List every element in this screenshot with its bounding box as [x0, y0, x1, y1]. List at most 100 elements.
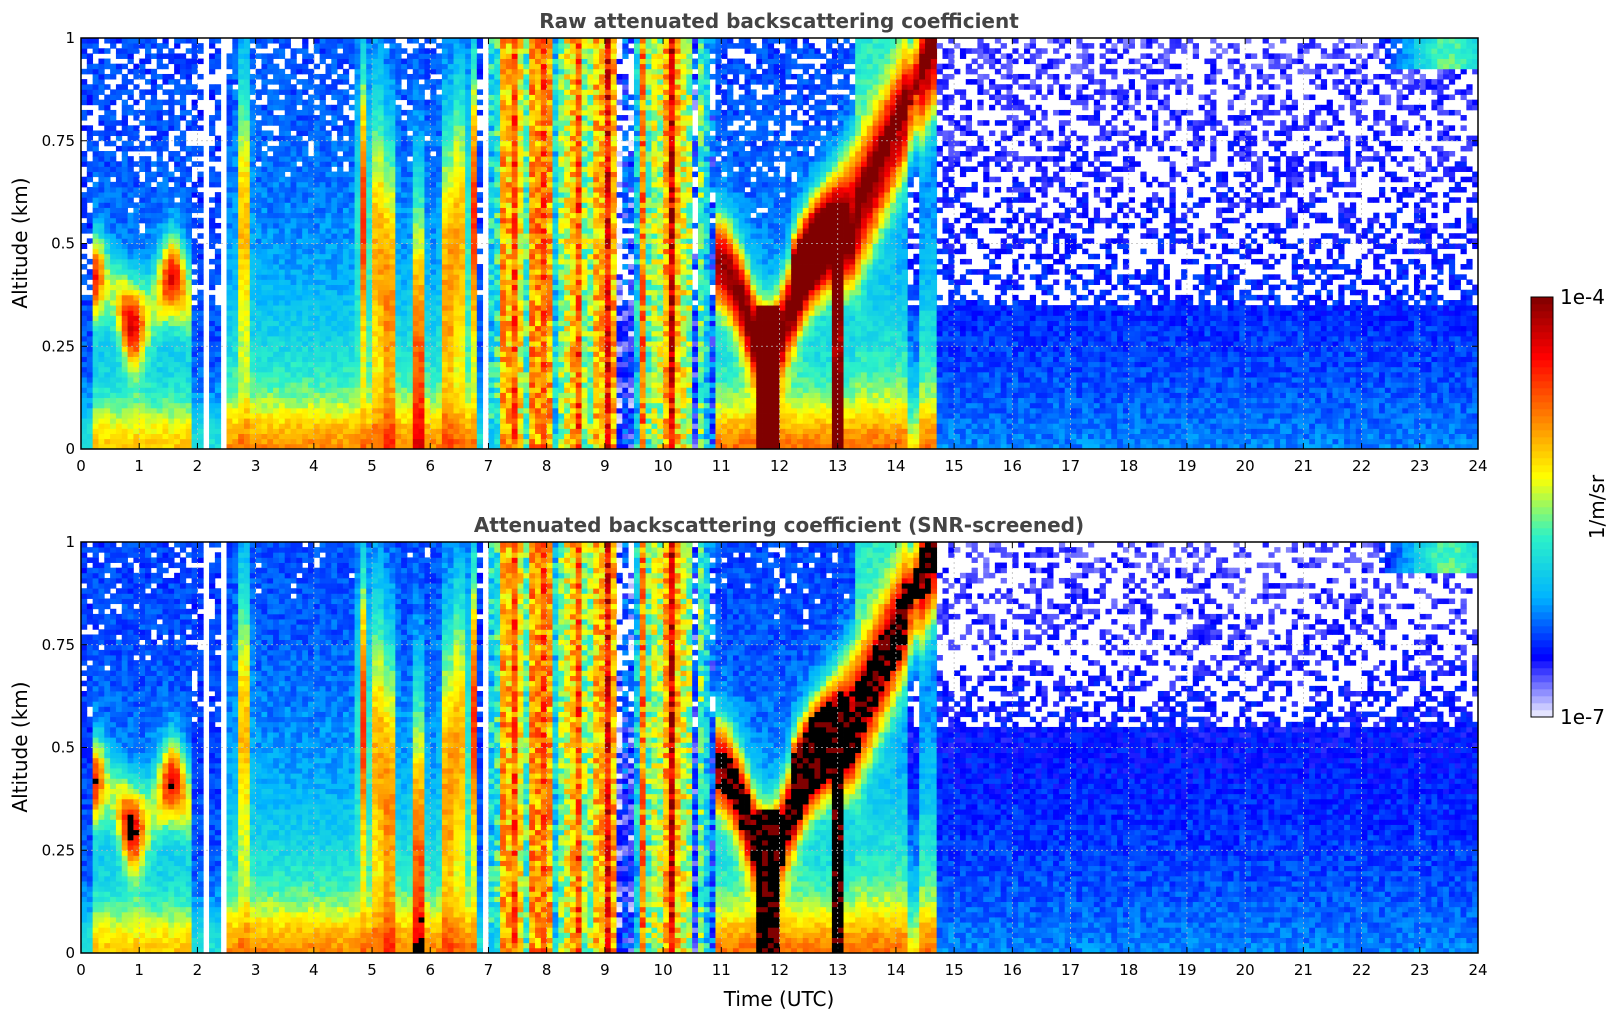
heatmap-cell: [342, 222, 350, 229]
heatmap-cell: [115, 402, 123, 409]
heatmap-cell: [168, 264, 175, 270]
heatmap-cell: [273, 356, 280, 363]
heatmap-cell: [430, 58, 437, 65]
heatmap-cell: [447, 284, 454, 291]
heatmap-cell: [395, 166, 402, 172]
heatmap-cell: [278, 264, 286, 270]
heatmap-cell: [81, 48, 88, 54]
heatmap-cell: [471, 140, 478, 147]
heatmap-cell: [302, 346, 309, 352]
heatmap-cell: [255, 151, 262, 157]
heatmap-cell: [447, 186, 454, 193]
heatmap-cell: [267, 366, 274, 373]
heatmap-cell: [354, 428, 361, 434]
heatmap-cell: [395, 325, 402, 332]
heatmap-cell: [238, 166, 245, 172]
heatmap-cell: [261, 84, 268, 90]
heatmap-cell: [337, 433, 344, 440]
heatmap-cell: [383, 38, 390, 44]
heatmap-cell: [197, 89, 204, 95]
heatmap-cell: [383, 243, 390, 250]
heatmap-cell: [115, 423, 123, 429]
heatmap-cell: [168, 402, 175, 409]
heatmap-cell: [121, 228, 128, 234]
heatmap-cell: [121, 371, 128, 378]
heatmap-cell: [278, 228, 286, 234]
heatmap-cell: [360, 53, 367, 59]
heatmap-cell: [453, 104, 460, 111]
heatmap-cell: [447, 320, 454, 327]
heatmap-cell: [139, 438, 146, 445]
heatmap-cell: [255, 366, 262, 373]
heatmap-cell: [325, 382, 332, 388]
heatmap-cell: [406, 84, 414, 90]
heatmap-cell: [337, 53, 344, 59]
heatmap-cell: [232, 140, 239, 147]
heatmap-cell: [395, 186, 402, 193]
heatmap-cell: [86, 84, 94, 90]
heatmap-cell: [401, 166, 408, 172]
heatmap-cell: [104, 433, 111, 440]
heatmap-cell: [214, 212, 222, 219]
heatmap-cell: [92, 438, 99, 445]
heatmap-cell: [261, 356, 268, 363]
heatmap-cell: [179, 335, 187, 342]
heatmap-cell: [249, 392, 257, 399]
heatmap-cell: [81, 89, 88, 95]
heatmap-cell: [267, 186, 274, 193]
heatmap-cell: [308, 443, 315, 449]
heatmap-cell: [308, 325, 315, 332]
heatmap-cell: [465, 361, 472, 368]
heatmap-cell: [168, 387, 175, 393]
heatmap-cell: [273, 171, 280, 178]
heatmap-cell: [441, 38, 449, 44]
heatmap-cell: [465, 315, 472, 321]
heatmap-cell: [436, 197, 443, 203]
heatmap-cell: [395, 428, 402, 434]
heatmap-cell: [389, 99, 396, 106]
heatmap-cell: [255, 392, 262, 399]
heatmap-cell: [278, 361, 286, 368]
heatmap-cell: [424, 125, 431, 131]
heatmap-cell: [290, 315, 297, 321]
heatmap-cell: [290, 48, 297, 54]
heatmap-cell: [296, 135, 303, 142]
heatmap-cell: [249, 443, 257, 449]
heatmap-cell: [290, 176, 297, 183]
heatmap-cell: [412, 335, 420, 342]
heatmap-cell: [389, 407, 396, 414]
heatmap-cell: [436, 212, 443, 219]
heatmap-cell: [278, 397, 286, 404]
heatmap-cell: [185, 377, 192, 383]
heatmap-cell: [296, 413, 303, 419]
heatmap-cell: [121, 269, 128, 275]
heatmap-cell: [412, 243, 420, 250]
heatmap-cell: [232, 310, 239, 316]
heatmap-cell: [168, 397, 175, 404]
heatmap-cell: [459, 438, 466, 445]
heatmap-cell: [360, 315, 367, 321]
heatmap-cell: [395, 120, 402, 126]
heatmap-cell: [471, 166, 478, 172]
heatmap-cell: [162, 366, 169, 373]
heatmap-cell: [150, 428, 158, 434]
heatmap-cell: [348, 274, 355, 280]
heatmap-cell: [179, 438, 187, 445]
heatmap-cell: [436, 371, 443, 378]
heatmap-cell: [226, 289, 233, 296]
heatmap-cell: [174, 253, 181, 260]
heatmap-cell: [243, 48, 251, 54]
heatmap-cell: [360, 258, 367, 265]
heatmap-cell: [185, 356, 192, 363]
heatmap-cell: [401, 356, 408, 363]
heatmap-cell: [267, 94, 274, 101]
heatmap-cell: [412, 207, 420, 214]
heatmap-cell: [110, 38, 117, 44]
heatmap-cell: [337, 43, 344, 49]
heatmap-cell: [121, 145, 128, 152]
heatmap-cell: [366, 433, 373, 440]
heatmap-cell: [412, 366, 420, 373]
heatmap-cell: [104, 284, 111, 291]
heatmap-cell: [406, 330, 414, 337]
heatmap-cell: [273, 407, 280, 414]
